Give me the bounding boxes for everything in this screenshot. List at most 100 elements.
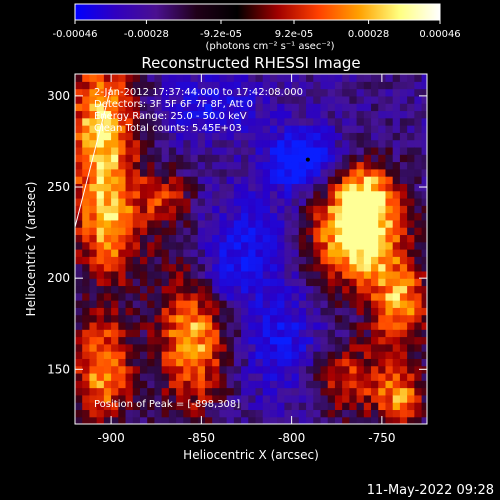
- heatmap-cell: [399, 197, 408, 206]
- heatmap-cell: [327, 146, 336, 155]
- heatmap-cell: [125, 307, 134, 316]
- heatmap-cell: [284, 343, 293, 352]
- heatmap-cell: [212, 314, 221, 323]
- heatmap-cell: [371, 409, 379, 418]
- heatmap-cell: [342, 358, 350, 367]
- heatmap-cell: [168, 168, 177, 177]
- heatmap-cell: [212, 161, 221, 170]
- heatmap-cell: [190, 343, 199, 352]
- heatmap-cell: [378, 394, 387, 403]
- heatmap-cell: [82, 314, 91, 323]
- heatmap-cell: [371, 219, 379, 228]
- heatmap-cell: [118, 416, 127, 424]
- heatmap-cell: [255, 176, 264, 184]
- heatmap-cell: [161, 416, 170, 424]
- heatmap-cell: [197, 110, 206, 119]
- heatmap-cell: [334, 249, 343, 257]
- heatmap-cell: [392, 212, 401, 221]
- heatmap-cell: [385, 234, 394, 243]
- heatmap-cell: [168, 314, 177, 323]
- heatmap-cell: [204, 190, 213, 199]
- heatmap-cell: [96, 365, 105, 374]
- heatmap-cell: [342, 387, 350, 396]
- heatmap-cell: [421, 307, 427, 316]
- heatmap-cell: [414, 278, 423, 287]
- heatmap-cell: [392, 146, 401, 155]
- heatmap-cell: [89, 117, 98, 126]
- heatmap-cell: [421, 372, 427, 381]
- heatmap-cell: [183, 132, 192, 141]
- heatmap-cell: [349, 278, 358, 287]
- heatmap-cell: [399, 380, 408, 389]
- heatmap-cell: [204, 95, 213, 104]
- heatmap-cell: [414, 343, 423, 352]
- heatmap-cell: [219, 256, 228, 265]
- heatmap-cell: [255, 146, 264, 155]
- heatmap-cell: [241, 387, 249, 396]
- heatmap-cell: [190, 117, 199, 126]
- heatmap-cell: [356, 117, 365, 126]
- heatmap-cell: [356, 161, 365, 170]
- heatmap-cell: [154, 387, 163, 396]
- heatmap-cell: [298, 190, 307, 199]
- heatmap-cell: [385, 416, 394, 424]
- heatmap-cell: [190, 161, 199, 170]
- heatmap-cell: [147, 278, 156, 287]
- heatmap-cell: [111, 117, 119, 126]
- heatmap-cell: [226, 161, 235, 170]
- heatmap-cell: [399, 95, 408, 104]
- heatmap-cell: [356, 190, 365, 199]
- heatmap-cell: [139, 336, 148, 345]
- heatmap-cell: [176, 343, 184, 352]
- heatmap-cell: [306, 110, 314, 119]
- heatmap-cell: [89, 249, 98, 257]
- heatmap-cell: [291, 409, 300, 418]
- heatmap-cell: [118, 190, 127, 199]
- heatmap-cell: [176, 387, 184, 396]
- heatmap-cell: [327, 351, 336, 359]
- heatmap-cell: [262, 329, 271, 338]
- heatmap-cell: [241, 372, 249, 381]
- heatmap-cell: [161, 183, 170, 192]
- heatmap-cell: [118, 278, 127, 287]
- heatmap-cell: [125, 161, 134, 170]
- heatmap-cell: [378, 256, 387, 265]
- heatmap-cell: [334, 103, 343, 112]
- heatmap-cell: [197, 81, 206, 90]
- heatmap-cell: [219, 365, 228, 374]
- heatmap-cell: [125, 95, 134, 104]
- heatmap-cell: [262, 256, 271, 265]
- heatmap-cell: [103, 314, 112, 323]
- heatmap-cell: [421, 139, 427, 148]
- heatmap-cell: [414, 176, 423, 184]
- heatmap-cell: [291, 227, 300, 236]
- heatmap-cell: [176, 154, 184, 163]
- heatmap-cell: [327, 365, 336, 374]
- heatmap-cell: [204, 219, 213, 228]
- heatmap-cell: [168, 416, 177, 424]
- heatmap-cell: [291, 285, 300, 294]
- heatmap-cell: [392, 183, 401, 192]
- heatmap-cell: [226, 402, 235, 411]
- heatmap-cell: [378, 139, 387, 148]
- heatmap-cell: [219, 132, 228, 141]
- heatmap-cell: [349, 241, 358, 250]
- heatmap-cell: [147, 103, 156, 112]
- heatmap-cell: [118, 329, 127, 338]
- heatmap-cell: [284, 241, 293, 250]
- heatmap-cell: [334, 110, 343, 119]
- heatmap-cell: [118, 270, 127, 279]
- heatmap-cell: [363, 132, 372, 141]
- heatmap-cell: [190, 103, 199, 112]
- heatmap-cell: [168, 132, 177, 141]
- heatmap-cell: [147, 212, 156, 221]
- heatmap-cell: [277, 125, 285, 133]
- heatmap-cell: [262, 307, 271, 316]
- heatmap-cell: [219, 402, 228, 411]
- heatmap-cell: [342, 270, 350, 279]
- heatmap-cell: [327, 227, 336, 236]
- heatmap-cell: [219, 219, 228, 228]
- heatmap-cell: [139, 365, 148, 374]
- heatmap-cell: [392, 416, 401, 424]
- heatmap-cell: [262, 81, 271, 90]
